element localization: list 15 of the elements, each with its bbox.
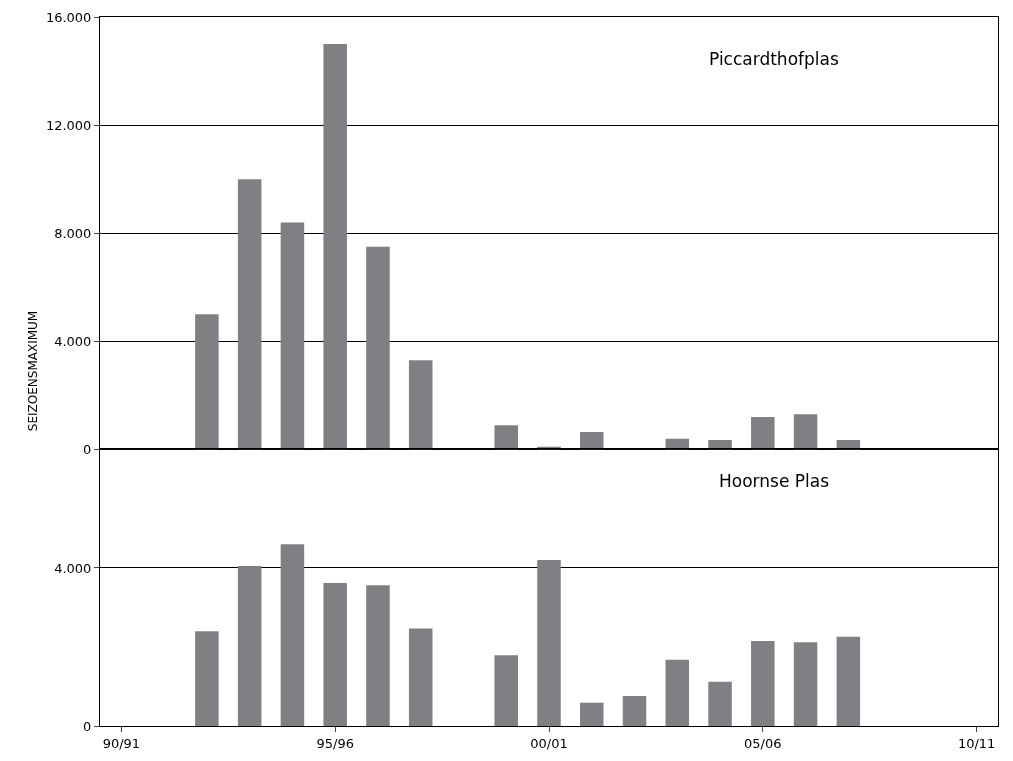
y-tick-label: 0 [83, 718, 92, 734]
y-tick-label: 8.000 [54, 225, 92, 241]
y-axis-title: SEIZOENSMAXIMUM [26, 310, 41, 432]
y-tick-label: 12.000 [45, 117, 92, 133]
text: Piccardthofplas [709, 49, 839, 69]
text: Hoornse Plas [719, 471, 830, 491]
y-tick-label: 4.000 [54, 333, 92, 349]
y-tick-label: 16.000 [45, 9, 92, 25]
y-tick-label: 0 [83, 442, 92, 458]
x-tick-label: 05/06 [744, 735, 782, 751]
y-tick-label: 4.000 [54, 560, 92, 576]
x-tick-label: 00/01 [530, 735, 568, 751]
x-tick-label: 10/11 [957, 735, 996, 751]
x-tick-label: 95/96 [316, 735, 354, 751]
x-tick-label: 90/91 [102, 735, 141, 751]
